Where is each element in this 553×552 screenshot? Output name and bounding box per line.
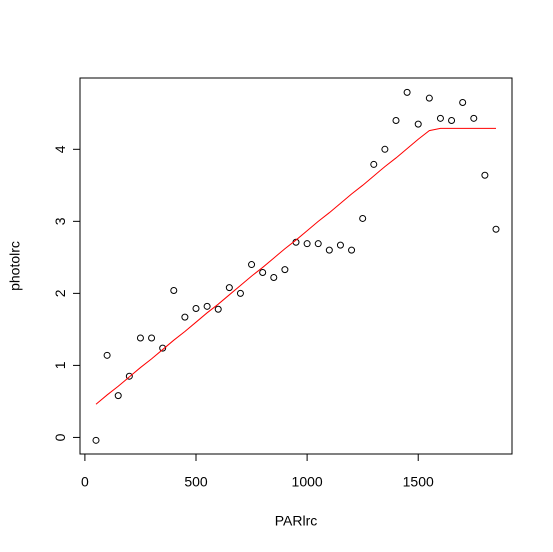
data-point <box>459 98 467 106</box>
data-point <box>248 261 256 269</box>
y-tick-label: 3 <box>52 217 68 225</box>
data-point <box>114 392 122 400</box>
data-point <box>225 284 233 292</box>
data-point <box>181 313 189 321</box>
x-tick-label: 500 <box>184 474 208 490</box>
data-point <box>314 240 322 248</box>
data-point <box>92 436 100 444</box>
data-point <box>470 114 478 122</box>
data-point <box>303 240 311 248</box>
data-point <box>325 246 333 254</box>
data-point <box>192 304 200 312</box>
x-tick-label: 1500 <box>403 474 434 490</box>
data-point <box>348 246 356 254</box>
x-tick-label: 1000 <box>292 474 323 490</box>
data-point <box>236 289 244 297</box>
data-point <box>381 145 389 153</box>
x-tick-label: 0 <box>81 474 89 490</box>
data-point <box>281 266 289 274</box>
data-point <box>370 160 378 168</box>
data-point <box>214 305 222 313</box>
y-axis-label: photolrc <box>7 241 23 291</box>
data-point <box>259 268 267 276</box>
data-point <box>436 114 444 122</box>
y-tick-label: 0 <box>52 433 68 441</box>
data-point <box>403 88 411 96</box>
data-point <box>270 274 278 282</box>
y-tick-label: 2 <box>52 289 68 297</box>
fit-line <box>95 127 496 405</box>
data-point <box>125 372 133 380</box>
y-tick-label: 1 <box>52 361 68 369</box>
data-point <box>392 116 400 124</box>
data-point <box>492 225 500 233</box>
data-point <box>136 334 144 342</box>
data-point <box>103 351 111 359</box>
y-tick-label: 4 <box>52 145 68 153</box>
data-point <box>170 286 178 294</box>
data-point <box>159 344 167 352</box>
data-point <box>448 116 456 124</box>
data-point <box>203 302 211 310</box>
data-point <box>425 94 433 102</box>
data-point <box>359 214 367 222</box>
x-axis-label: PARlrc <box>275 513 318 529</box>
data-point <box>481 171 489 179</box>
data-point <box>148 334 156 342</box>
data-point <box>414 120 422 128</box>
data-point <box>336 241 344 249</box>
